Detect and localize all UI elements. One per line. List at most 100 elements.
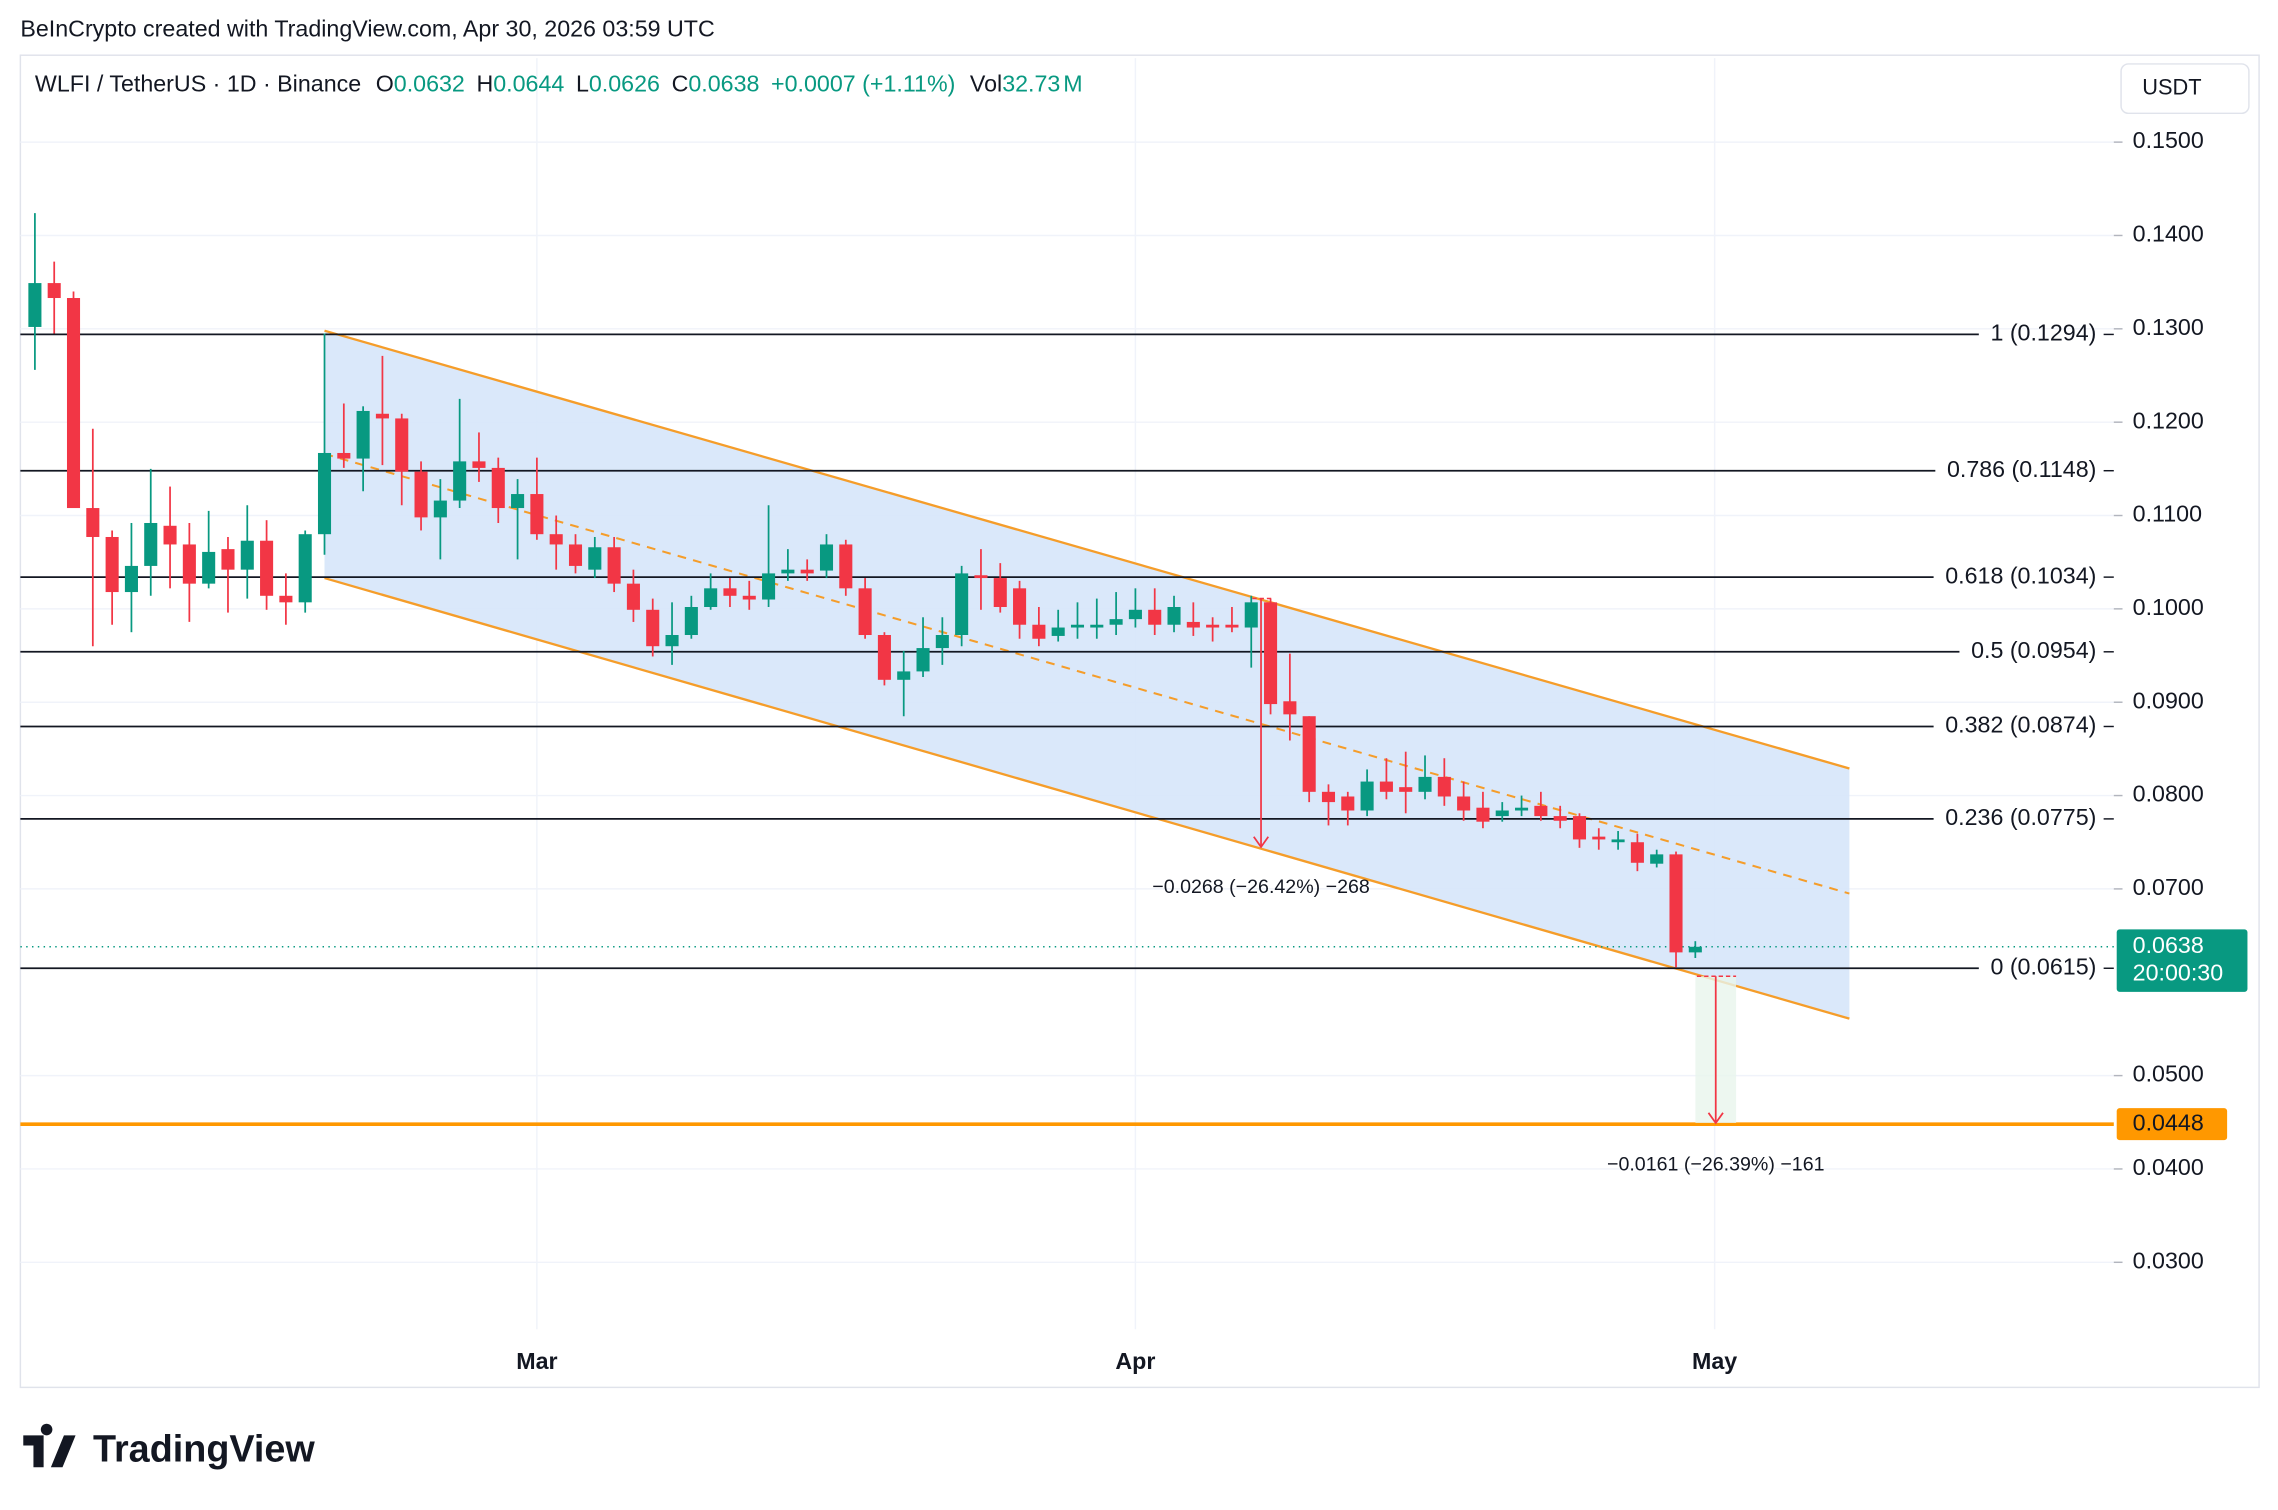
candle-body [1553,816,1567,821]
brand-logo [23,1423,76,1468]
candle-body [897,671,911,680]
chart-frame [19,54,2260,1389]
x-tick-label: May [1692,1348,1737,1374]
candle-body [1032,624,1046,639]
candle-body [1148,609,1162,625]
target-badge-label: 0.0448 [2133,1109,2204,1135]
candle-body [1244,602,1258,628]
legend-change: +0.0007 (+1.11%) [771,71,955,97]
candle-body [762,573,776,600]
candle-body [1302,716,1316,792]
legend-value: 0.0626 [589,71,660,97]
candle-body [298,534,312,603]
candle-body [1650,854,1664,864]
candle-body [260,540,274,596]
candle-body [588,547,602,570]
candle-body [1186,621,1200,628]
y-tick-label: 0.0800 [2133,781,2204,807]
brand: TradingView [93,1428,315,1470]
fib-label: 0.5 (0.0954) [1971,637,2096,663]
candle-body [1630,842,1644,863]
y-tick-label: 0.0300 [2133,1247,2204,1273]
channel-fill [324,330,1850,1019]
y-tick-label: 0.1100 [2133,501,2202,527]
legend-key: O [376,71,394,97]
candle-body [568,544,583,566]
candle-body [1688,946,1702,953]
candle-body [646,609,660,647]
candle-body [1109,619,1123,625]
candle-body [1669,854,1683,953]
currency-button[interactable] [2120,63,2250,115]
candle-body [684,606,698,636]
legend-value: 0.0632 [394,71,465,97]
candle-body [375,413,389,419]
candle-body [742,595,756,600]
candle-body [356,410,370,459]
y-tick-label: 0.0400 [2133,1154,2204,1180]
candle-body [433,500,447,518]
header: BeInCrypto created with TradingView.com,… [20,16,714,42]
candle-body [1360,781,1374,811]
candle-body [511,494,525,509]
candle-body [1013,588,1027,625]
x-tick-label: Mar [516,1348,557,1374]
candle-body [1572,816,1587,840]
legend-value: 32.73 [1002,71,1060,97]
candle-body [221,549,235,570]
candle-body [202,551,216,584]
candle-body [723,588,737,596]
candle-body [86,508,100,537]
candle-body [1495,810,1509,817]
fib-label: 1 (0.1294) [1990,320,2096,346]
arrow-head [1707,1112,1724,1125]
candle-body [955,573,969,636]
fib-label: 0.382 (0.0874) [1945,712,2096,738]
candle-body [916,648,930,672]
candle-body [28,283,42,327]
price-badge [2116,929,2248,992]
y-tick-label: 0.1200 [2133,407,2204,433]
candle-body [974,575,988,579]
candle-body [1225,624,1239,628]
symbol: WLFI / TetherUS · 1D · Binance [35,71,361,97]
candle-body [472,461,486,468]
candle-body [800,569,814,574]
legend-key: L [576,71,589,97]
y-tick-label: 0.1400 [2133,221,2204,247]
candle-body [1070,624,1085,628]
legend-value: 0.0638 [688,71,759,97]
fib-label: 0.786 (0.1148) [1947,456,2096,482]
candle-body [993,578,1007,607]
candle-body [819,544,834,571]
legend-value: 0.0644 [493,71,564,97]
candle-body [1341,796,1355,811]
candle-body [144,522,158,566]
measurements: −0.0268 (−26.42%) −268 −0.0161 (−26.39%)… [1152,597,1825,1175]
channel-upper [324,329,1850,770]
candle-body [1457,796,1471,811]
candle-body [1090,624,1104,628]
price-badge-label: 0.0638 [2133,932,2204,958]
candle-body [1476,807,1490,822]
candle-body [491,467,505,509]
candle-body [1611,839,1625,843]
y-tick-label: 0.0500 [2133,1061,2204,1087]
legend-unit: M [1063,71,1082,97]
x-tick-label: Apr [1115,1348,1155,1374]
candle-body [240,540,254,570]
candle-body [935,635,949,649]
candle-body [781,569,795,574]
candle-body [607,547,621,584]
candle-body [279,595,293,603]
candle-body [414,471,428,518]
candle-body [839,544,853,589]
candle-body [337,452,351,459]
currency[interactable]: USDT [2142,74,2201,99]
legend-key: H [476,71,493,97]
y-tick-label: 0.1500 [2133,127,2204,153]
y-tick-label: 0.0700 [2133,874,2204,900]
candle-body [704,588,718,607]
legend-key: C [672,71,689,97]
